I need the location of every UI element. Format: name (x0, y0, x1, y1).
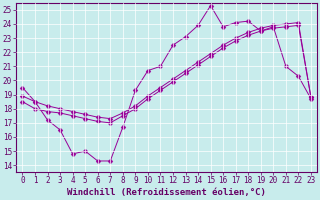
X-axis label: Windchill (Refroidissement éolien,°C): Windchill (Refroidissement éolien,°C) (67, 188, 266, 197)
